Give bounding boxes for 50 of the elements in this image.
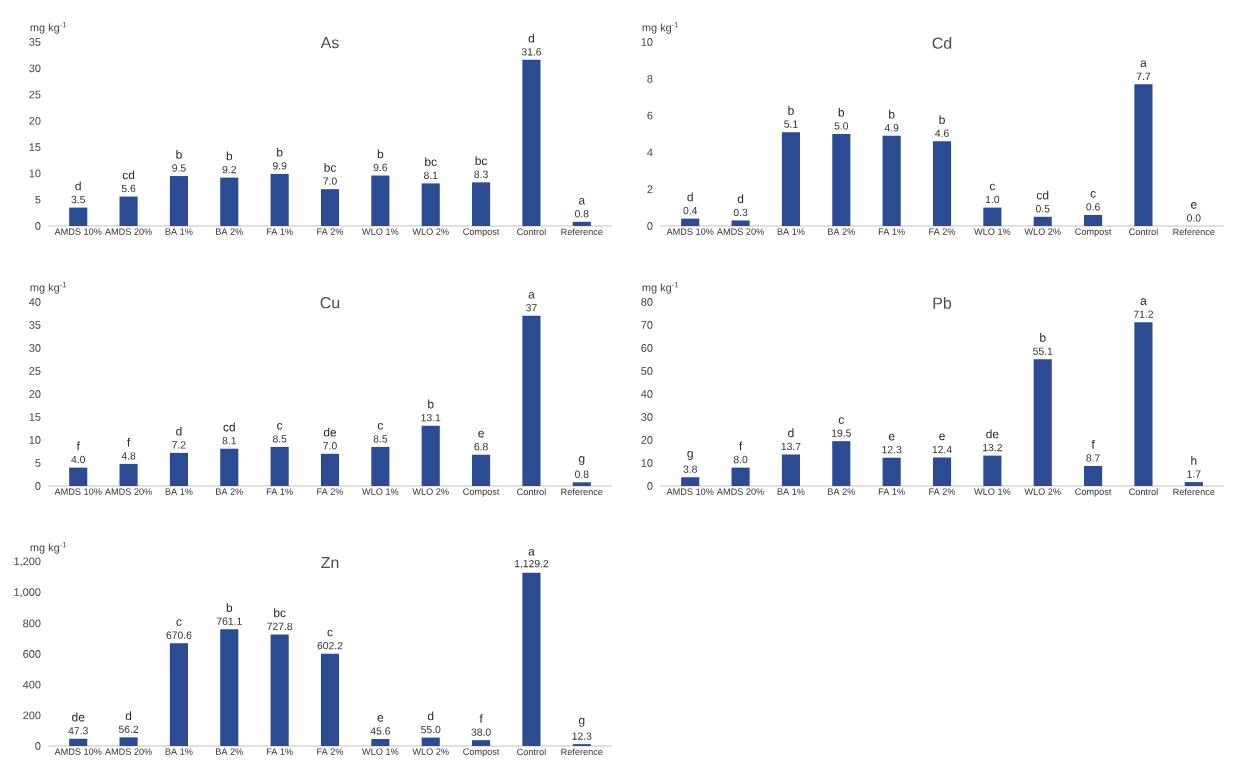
bar [522,59,541,226]
bar [781,132,800,226]
bar [781,454,800,486]
bar [320,653,340,746]
bar [220,177,239,226]
bar [1084,214,1103,226]
bar [270,634,289,746]
bar [220,629,239,746]
bar [119,737,138,746]
bar [371,175,390,226]
bar [1033,216,1052,226]
bar [882,135,901,226]
bar [119,463,138,486]
bar [1134,84,1153,226]
bar [932,141,952,226]
bar [1084,465,1103,486]
bar [882,457,901,486]
bar [1134,322,1153,486]
bar [270,173,289,226]
bar [932,457,952,486]
bar [270,446,289,486]
bar [169,452,188,486]
bar [1033,359,1052,486]
bar [69,467,88,486]
bar [522,315,541,486]
bar [983,455,1002,486]
bar [421,425,440,486]
bar [832,133,851,226]
bar [320,189,340,226]
bar [320,453,340,486]
bar [983,207,1002,226]
bar [472,182,491,226]
bar [472,740,491,746]
bar [731,220,750,226]
bar [421,737,440,746]
bar [69,207,88,226]
bar [169,176,188,226]
bar [371,739,390,746]
bar [472,454,491,486]
bar [832,441,851,486]
bar [681,477,700,486]
bar [169,643,188,746]
bar [681,218,700,226]
bar [220,448,239,486]
bar [69,738,88,746]
bar [731,467,750,486]
bar [119,196,138,226]
bar [371,446,390,486]
bar [522,572,541,746]
bar [421,183,440,226]
